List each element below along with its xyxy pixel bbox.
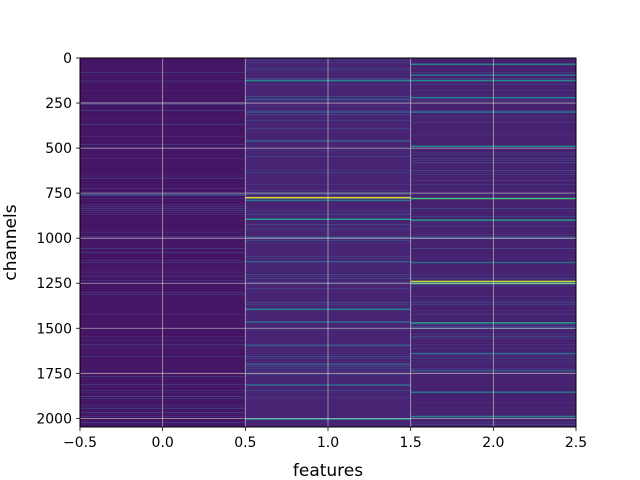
- y-tick-label: 2000: [36, 411, 72, 427]
- x-tick-label: −0.5: [63, 435, 97, 451]
- y-tick-label: 1500: [36, 321, 72, 337]
- y-axis-label: channels: [1, 204, 21, 280]
- x-axis-ticks: −0.5 0.0 0.5 1.0 1.5 2.0 2.5: [63, 427, 587, 451]
- y-tick-label: 0: [63, 51, 72, 67]
- x-tick-label: 2.0: [482, 435, 504, 451]
- plot-area: [79, 57, 577, 428]
- x-tick-label: 2.5: [565, 435, 587, 451]
- x-axis-label: features: [293, 461, 363, 480]
- y-axis-ticks: 0 250 500 750 1000 1250 1500 1750 2000: [36, 51, 80, 427]
- y-tick-label: 500: [45, 141, 72, 157]
- y-tick-label: 250: [45, 96, 72, 112]
- x-tick-label: 0.5: [234, 435, 256, 451]
- x-tick-label: 1.0: [317, 435, 339, 451]
- y-tick-label: 1250: [36, 276, 72, 292]
- y-tick-label: 1750: [36, 366, 72, 382]
- x-tick-label: 1.5: [400, 435, 422, 451]
- y-tick-label: 1000: [36, 231, 72, 247]
- x-tick-label: 0.0: [152, 435, 174, 451]
- y-tick-label: 750: [45, 186, 72, 202]
